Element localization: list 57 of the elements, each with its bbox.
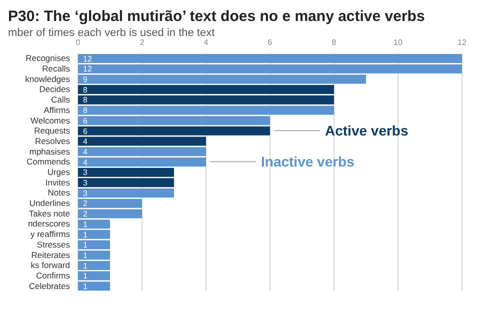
- data-label: 2: [83, 199, 88, 208]
- data-label: 12: [83, 64, 92, 74]
- y-tick-label: Celebrates: [28, 280, 70, 291]
- x-tick-label: 2: [140, 38, 145, 47]
- data-label: 3: [83, 178, 88, 188]
- y-tick-label: ks forward: [30, 260, 70, 270]
- data-label: 4: [83, 158, 88, 167]
- y-tick-label: Welcomes: [30, 115, 70, 126]
- y-tick-label: Underlines: [29, 198, 70, 208]
- y-tick-label: nderscores: [28, 218, 70, 229]
- data-label: 1: [83, 282, 88, 291]
- x-tick-label: 0: [76, 38, 81, 47]
- chart-title: P30: The ‘global mutirão’ text does no e many active verbs: [8, 8, 426, 25]
- y-tick-label: Takes note: [28, 208, 70, 218]
- data-label: 3: [83, 168, 88, 178]
- y-tick-label: knowledges: [25, 74, 70, 84]
- y-tick-label: mphasises: [29, 146, 70, 156]
- y-tick-label: Invites: [45, 177, 70, 188]
- data-label: 4: [83, 147, 88, 156]
- annotation: Inactive verbs: [261, 154, 355, 170]
- y-tick-label: Notes: [48, 188, 70, 198]
- x-tick-label: 4: [204, 38, 209, 47]
- y-tick-label: Resolves: [35, 136, 70, 146]
- y-tick-label: Urges: [47, 167, 70, 177]
- data-label: 8: [83, 96, 88, 105]
- x-tick-label: 8: [332, 38, 337, 47]
- y-tick-label: Calls: [51, 94, 70, 105]
- y-tick-label: y reaffirms: [30, 229, 70, 240]
- y-tick-label: Decides: [39, 84, 70, 94]
- data-label: 1: [83, 230, 88, 240]
- y-tick-label: Commends: [26, 156, 70, 167]
- data-label: 6: [83, 116, 88, 126]
- y-tick-label: Confirms: [36, 270, 70, 280]
- data-label: 1: [83, 240, 88, 250]
- x-tick-label: 6: [268, 38, 273, 47]
- data-label: 1: [83, 250, 88, 260]
- data-label: 2: [83, 210, 88, 219]
- data-label: 6: [83, 126, 88, 136]
- y-tick-label: Reiterates: [31, 250, 70, 260]
- data-label: 9: [83, 75, 88, 84]
- y-tick-label: Requests: [34, 126, 70, 136]
- y-tick-label: Stresses: [36, 239, 70, 250]
- data-label: 4: [83, 137, 88, 146]
- y-tick-label: Recognises: [26, 53, 70, 64]
- data-label: 1: [83, 272, 88, 281]
- data-label: 12: [83, 54, 92, 64]
- data-label: 8: [83, 106, 88, 116]
- y-tick-label: Recalls: [42, 64, 70, 74]
- y-tick-label: Affirms: [44, 104, 70, 115]
- annotation: Active verbs: [325, 122, 408, 139]
- data-label: 3: [83, 188, 88, 198]
- chart-subtitle: mber of times each verb is used in the text: [8, 27, 216, 39]
- x-tick-label: 10: [394, 38, 403, 47]
- data-label: 1: [83, 220, 88, 229]
- data-label: 8: [83, 85, 88, 94]
- data-label: 1: [83, 261, 88, 270]
- x-tick-label: 12: [458, 38, 467, 47]
